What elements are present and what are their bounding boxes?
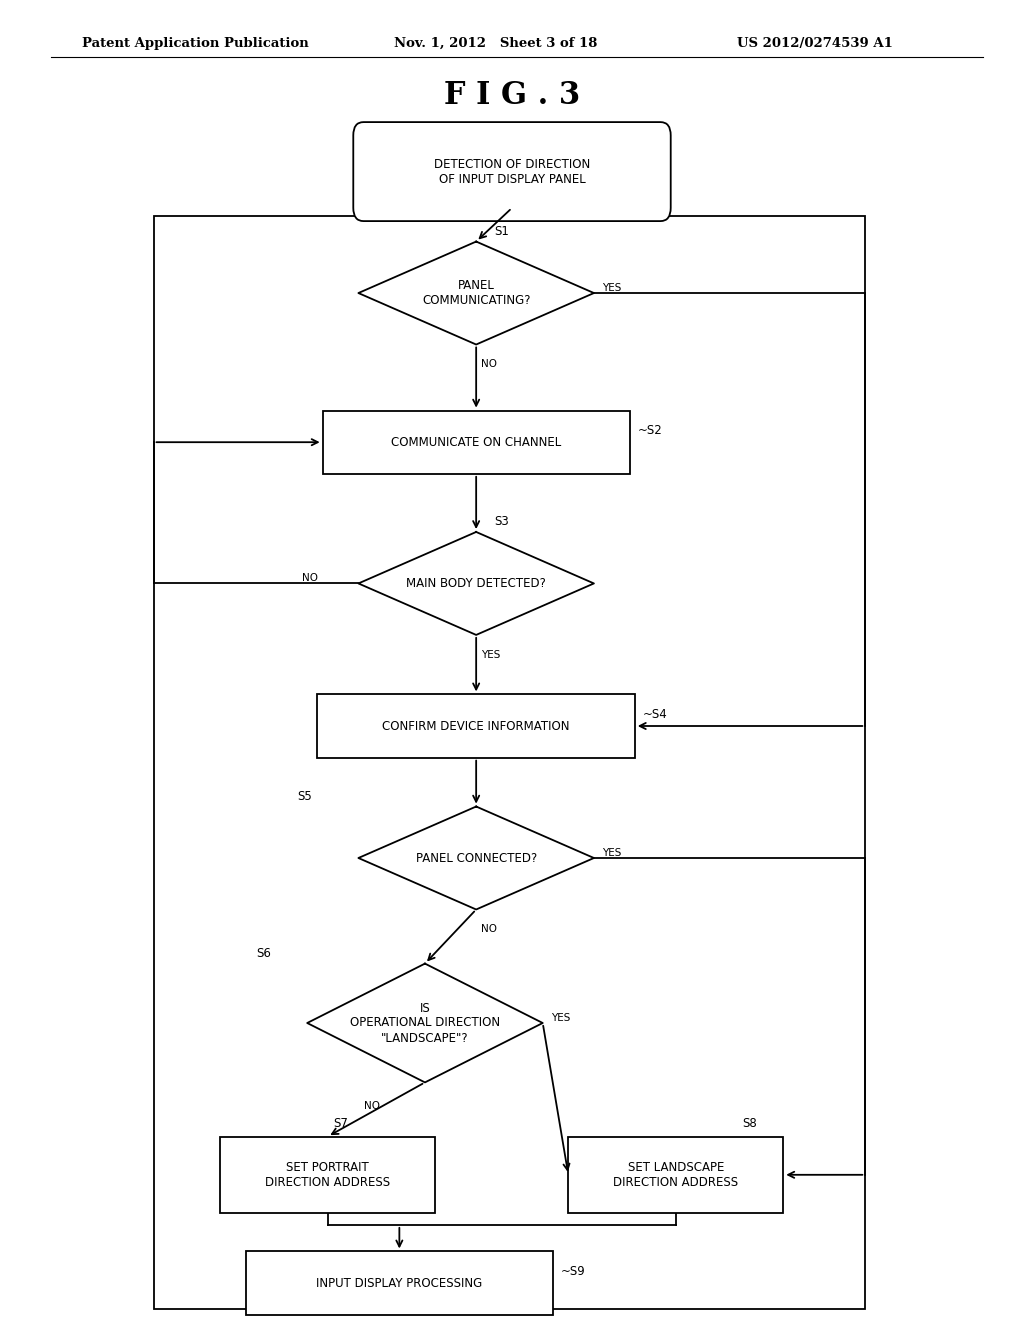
Text: ~S9: ~S9: [561, 1265, 586, 1278]
Text: S3: S3: [495, 515, 509, 528]
Polygon shape: [307, 964, 543, 1082]
Text: DETECTION OF DIRECTION
OF INPUT DISPLAY PANEL: DETECTION OF DIRECTION OF INPUT DISPLAY …: [434, 157, 590, 186]
Text: ~S4: ~S4: [643, 708, 668, 721]
Text: S5: S5: [297, 789, 311, 803]
Bar: [246, 1251, 553, 1315]
Text: Nov. 1, 2012   Sheet 3 of 18: Nov. 1, 2012 Sheet 3 of 18: [394, 37, 598, 50]
Text: NO: NO: [364, 1101, 380, 1111]
FancyBboxPatch shape: [353, 123, 671, 220]
Text: YES: YES: [602, 282, 622, 293]
Text: MAIN BODY DETECTED?: MAIN BODY DETECTED?: [407, 577, 546, 590]
Bar: [220, 1137, 435, 1213]
Text: YES: YES: [481, 649, 501, 660]
Text: INPUT DISPLAY PROCESSING: INPUT DISPLAY PROCESSING: [316, 1276, 482, 1290]
Bar: [154, 216, 865, 1309]
Bar: [568, 1137, 783, 1213]
Polygon shape: [358, 532, 594, 635]
Text: YES: YES: [551, 1012, 570, 1023]
Text: NO: NO: [302, 573, 318, 583]
Text: IS
OPERATIONAL DIRECTION
"LANDSCAPE"?: IS OPERATIONAL DIRECTION "LANDSCAPE"?: [350, 1002, 500, 1044]
Polygon shape: [358, 807, 594, 909]
Polygon shape: [358, 242, 594, 345]
Bar: [317, 694, 635, 758]
Text: ~S2: ~S2: [638, 424, 663, 437]
Text: NO: NO: [481, 924, 498, 935]
Text: SET LANDSCAPE
DIRECTION ADDRESS: SET LANDSCAPE DIRECTION ADDRESS: [613, 1160, 738, 1189]
Bar: [323, 411, 630, 474]
Text: YES: YES: [602, 847, 622, 858]
Text: S6: S6: [256, 946, 271, 960]
Text: S1: S1: [495, 224, 510, 238]
Text: US 2012/0274539 A1: US 2012/0274539 A1: [737, 37, 893, 50]
Text: PANEL CONNECTED?: PANEL CONNECTED?: [416, 851, 537, 865]
Text: Patent Application Publication: Patent Application Publication: [82, 37, 308, 50]
Text: S7: S7: [333, 1117, 348, 1130]
Text: F I G . 3: F I G . 3: [443, 79, 581, 111]
Text: NO: NO: [481, 359, 498, 370]
Text: S8: S8: [742, 1117, 757, 1130]
Text: CONFIRM DEVICE INFORMATION: CONFIRM DEVICE INFORMATION: [382, 719, 570, 733]
Text: COMMUNICATE ON CHANNEL: COMMUNICATE ON CHANNEL: [391, 436, 561, 449]
Text: PANEL
COMMUNICATING?: PANEL COMMUNICATING?: [422, 279, 530, 308]
Text: SET PORTRAIT
DIRECTION ADDRESS: SET PORTRAIT DIRECTION ADDRESS: [265, 1160, 390, 1189]
